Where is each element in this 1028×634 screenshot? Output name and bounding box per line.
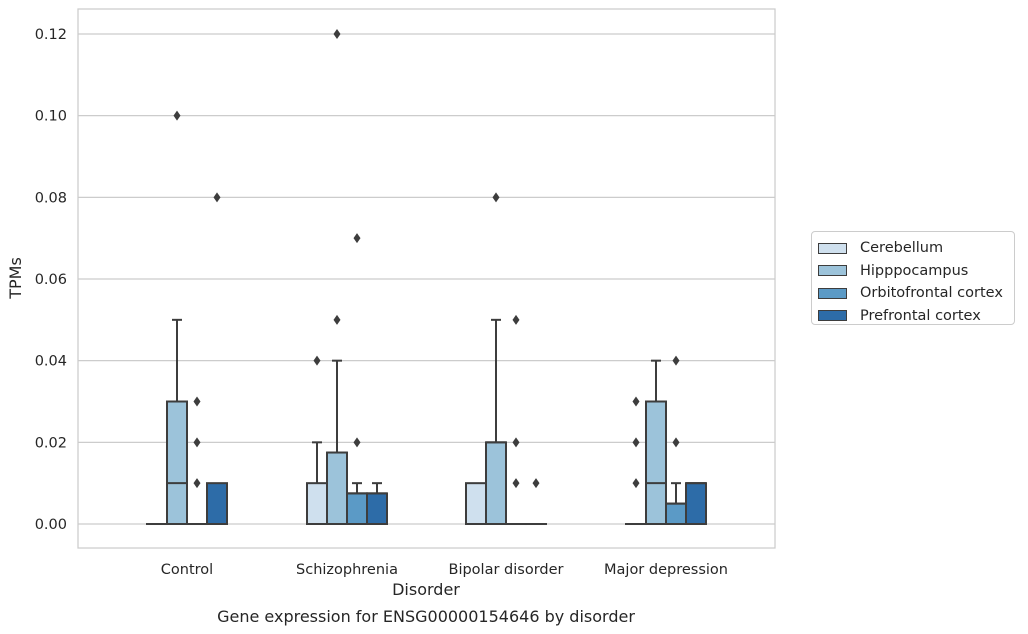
box-prefrontal-cortex <box>525 478 547 526</box>
legend-swatch <box>818 242 847 254</box>
outlier-point <box>333 29 341 39</box>
box-body <box>465 482 487 525</box>
box-body <box>326 451 348 525</box>
y-tick-label: 0.02 <box>35 435 67 451</box>
legend-label: Cerebellum <box>860 240 944 257</box>
box-body <box>306 482 328 525</box>
outlier-point <box>532 478 540 489</box>
x-axis-ticks: Control Schizophrenia Bipolar disorder Majo… <box>161 562 728 578</box>
outlier-point <box>173 110 181 121</box>
box-body <box>346 492 368 525</box>
box-body <box>665 502 687 526</box>
box-cerebellum <box>625 396 647 526</box>
outlier-point <box>353 437 361 448</box>
y-tick-label: 0.00 <box>35 517 67 533</box>
box-body <box>366 492 388 525</box>
box-prefrontal-cortex <box>206 192 228 525</box>
box-hipppocampus <box>645 359 667 525</box>
outlier-point <box>193 478 201 489</box>
x-tick-label: Control <box>161 562 213 578</box>
outlier-point <box>632 396 640 407</box>
box-cerebellum <box>306 355 328 525</box>
box-body <box>166 400 188 525</box>
legend-label: Prefrontal cortex <box>860 307 981 324</box>
box-orbitofrontal-cortex <box>186 396 208 526</box>
box-orbitofrontal-cortex <box>346 233 368 525</box>
outlier-point <box>512 314 520 325</box>
outlier-point <box>193 396 201 407</box>
box-hipppocampus <box>485 192 507 526</box>
x-tick-label: Major depression <box>604 562 728 578</box>
x-tick-label: Bipolar disorder <box>449 562 564 578</box>
y-tick-label: 0.06 <box>35 272 67 288</box>
box-hipppocampus <box>326 29 348 525</box>
x-tick-label: Schizophrenia <box>296 562 398 578</box>
chart-title: Gene expression for ENSG00000154646 by d… <box>217 607 635 626</box>
legend-item: Prefrontal cortex <box>818 305 1014 328</box>
outlier-point <box>492 192 500 203</box>
legend-swatch <box>818 265 847 277</box>
box-body <box>206 482 228 525</box>
legend-swatch <box>818 287 847 299</box>
outlier-point <box>632 437 640 448</box>
box-body <box>485 441 507 526</box>
legend-swatch <box>818 310 847 322</box>
box-orbitofrontal-cortex <box>505 314 527 526</box>
legend-item: Cerebellum <box>818 237 1014 260</box>
legend-label: Hipppocampus <box>860 262 969 279</box>
y-tick-label: 0.10 <box>35 109 67 125</box>
outlier-point <box>632 478 640 489</box>
outlier-point <box>333 314 341 325</box>
outlier-point <box>213 192 221 203</box>
outlier-point <box>353 233 361 244</box>
y-tick-label: 0.04 <box>35 354 67 370</box>
box-prefrontal-cortex <box>366 482 388 525</box>
box-body <box>685 482 707 525</box>
y-tick-label: 0.08 <box>35 190 67 206</box>
outlier-point <box>512 478 520 489</box>
x-axis-label: Disorder <box>392 580 460 599</box>
outlier-point <box>512 437 520 448</box>
y-axis-ticks: 0.00 0.02 0.04 0.06 0.08 0.10 0.12 <box>35 27 67 533</box>
outlier-point <box>672 437 680 448</box>
box-cerebellum <box>465 482 487 525</box>
plot-area-frame <box>77 8 776 549</box>
box-body <box>645 400 667 525</box>
box-hipppocampus <box>166 110 188 525</box>
legend-item: Hipppocampus <box>818 260 1014 283</box>
box-prefrontal-cortex <box>685 482 707 525</box>
y-tick-label: 0.12 <box>35 27 67 43</box>
box-orbitofrontal-cortex <box>665 355 687 526</box>
legend-item: Orbitofrontal cortex <box>818 282 1014 305</box>
y-axis-label: TPMs <box>6 257 25 300</box>
outlier-point <box>313 355 321 366</box>
legend-label: Orbitofrontal cortex <box>860 285 1003 302</box>
boxes-layer <box>146 29 707 526</box>
outlier-point <box>672 355 680 366</box>
legend: Cerebellum Hipppocampus Orbitofrontal cort… <box>811 231 1015 325</box>
outlier-point <box>193 437 201 448</box>
